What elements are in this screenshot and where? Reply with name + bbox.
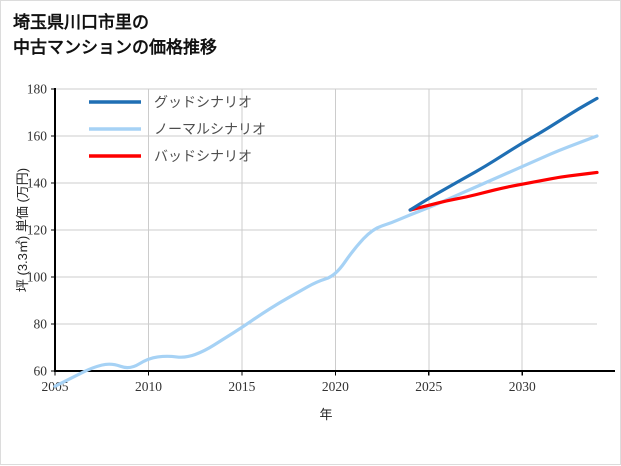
x-tick-label: 2020 [322,379,349,394]
axis-spines [53,88,615,373]
grid-lines [54,88,597,372]
legend-label[interactable]: グッドシナリオ [154,95,252,111]
y-tick-label: 80 [34,317,48,332]
x-axis-title: 年 [319,407,332,422]
y-tick-label: 160 [27,129,48,144]
y-tick-label: 100 [27,270,48,285]
legend-label[interactable]: ノーマルシナリオ [154,123,266,138]
y-tick-label: 140 [27,176,48,191]
x-tick-label: 2010 [135,379,162,394]
y-axis-ticks: 60 80 100 120 140 160 180 [27,82,55,379]
y-axis-title: 坪 (3.3㎡) 単価 (万円) [15,168,30,292]
data-series [53,96,599,388]
series-line-bad [408,170,599,212]
page-title: 埼玉県川口市里の 中古マンションの価格推移 [13,13,217,57]
x-tick-label: 2025 [415,379,442,394]
x-axis-ticks: 2005 2010 2015 2020 2025 2030 [42,371,536,394]
y-tick-label: 180 [27,82,48,97]
series-line-good [408,96,599,212]
x-tick-label: 2015 [228,379,255,394]
y-tick-label: 60 [34,364,48,379]
axis-titles: 年 坪 (3.3㎡) 単価 (万円) [15,168,333,422]
series-line-normal [53,134,599,388]
x-tick-label: 2030 [509,379,536,394]
y-tick-label: 120 [27,223,48,238]
legend-label[interactable]: バッドシナリオ [154,150,252,165]
